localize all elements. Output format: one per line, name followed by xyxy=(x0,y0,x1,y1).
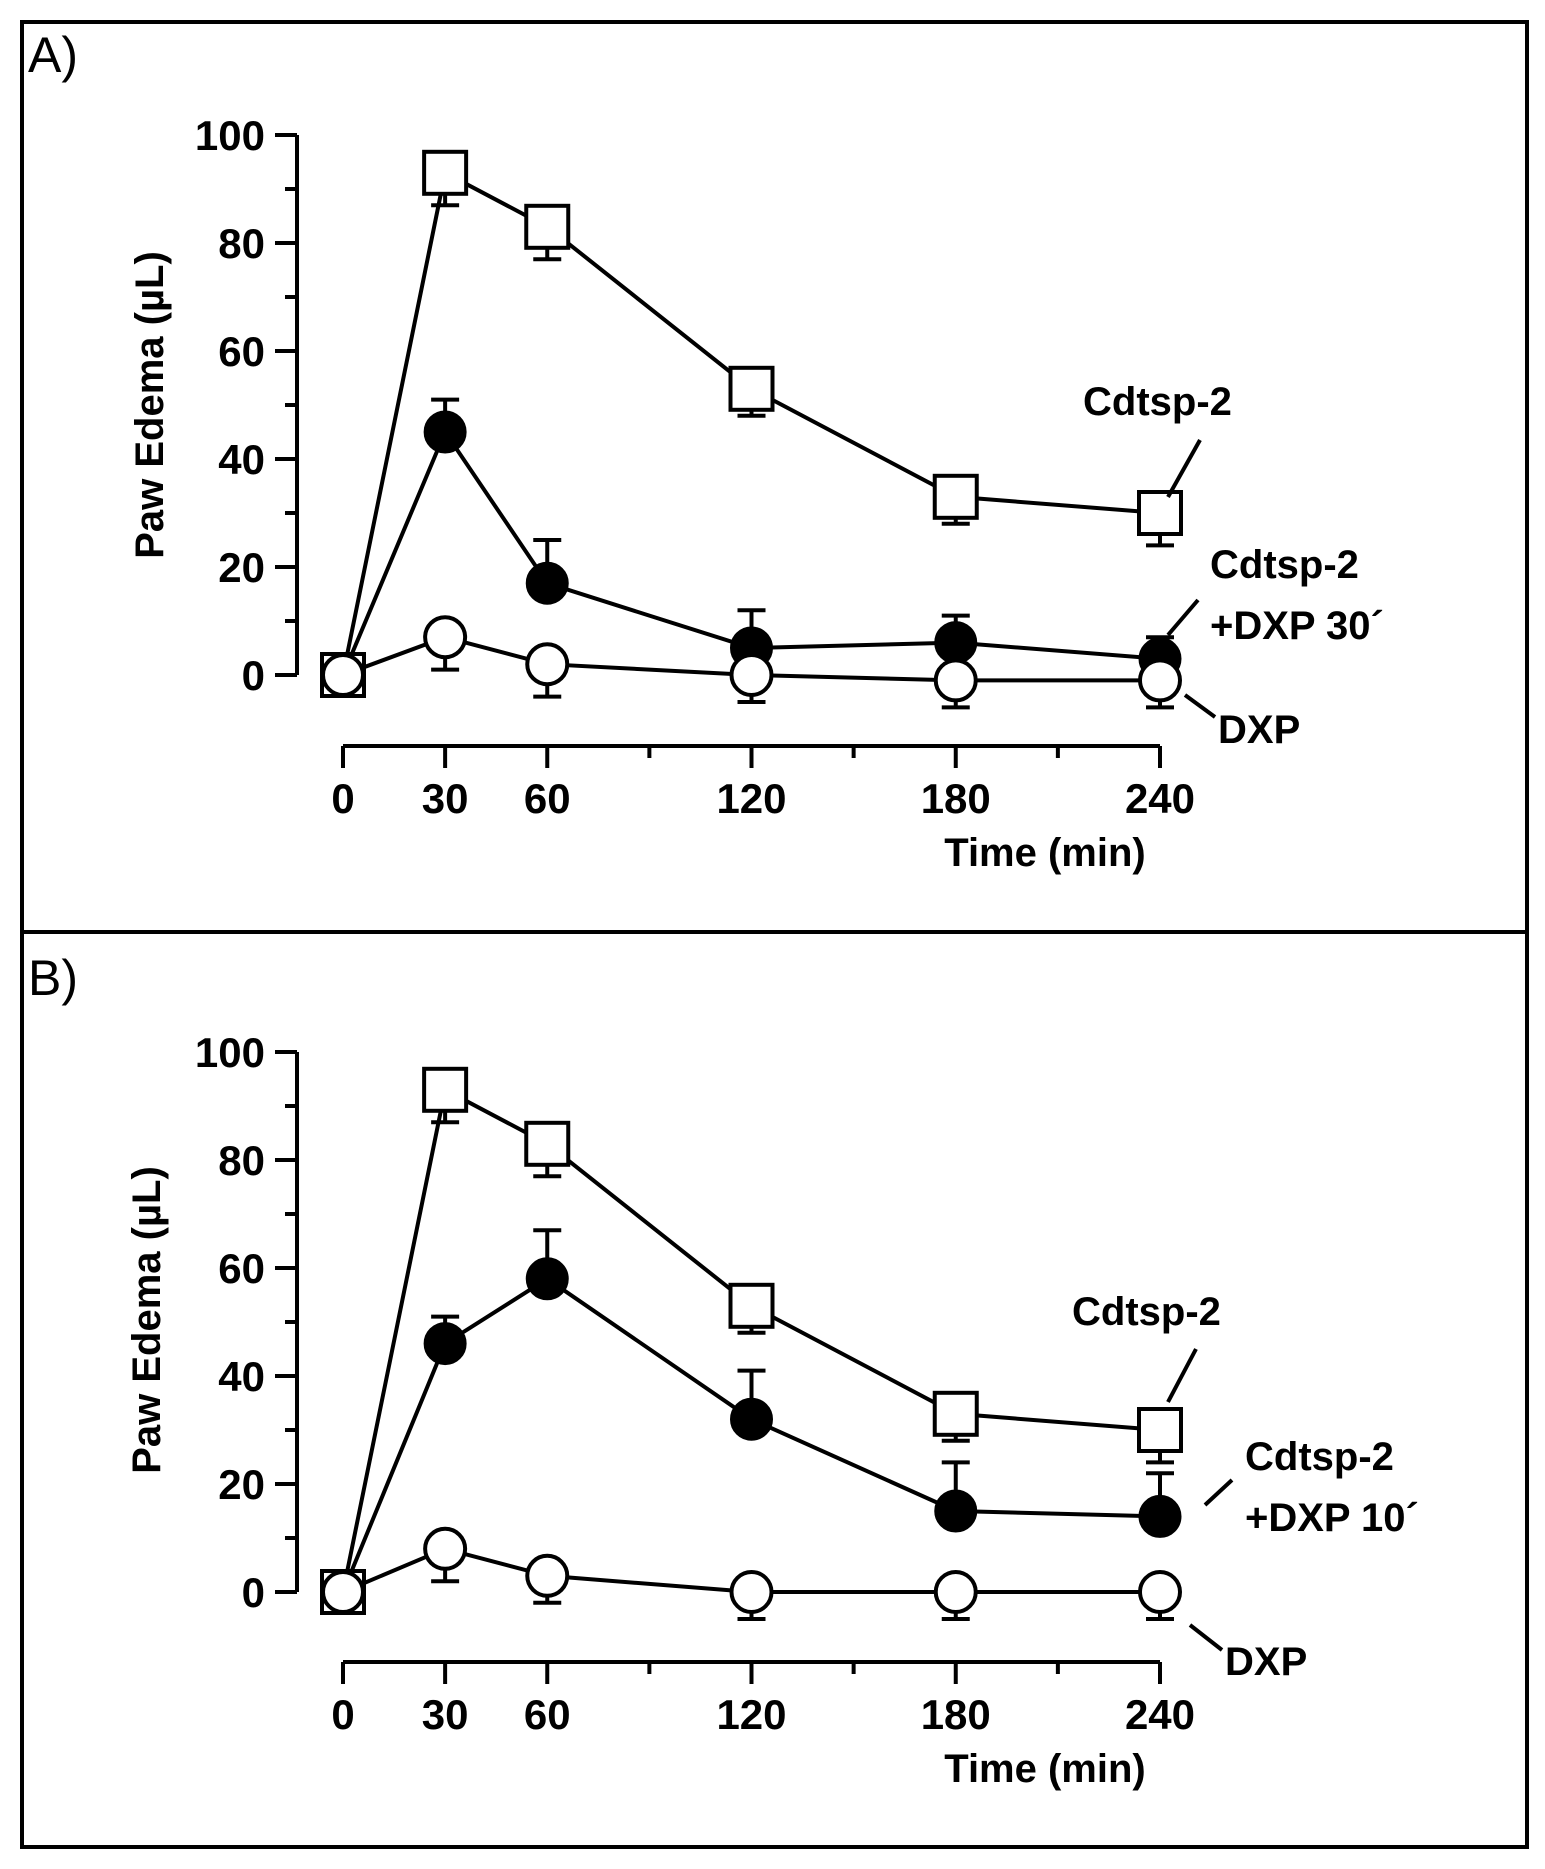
panel-b-x-axis-title: Time (min) xyxy=(944,1747,1146,1791)
panel-b: B) Paw Edema (µL) Time (min) 0 20 40 60 80 10… xyxy=(20,930,1529,1849)
panel-b-series-line-2 xyxy=(341,1276,1161,1593)
panel-b-point-open-circle xyxy=(1138,1570,1182,1614)
panel-a-point-open-circle xyxy=(423,615,468,660)
panel-b-y-tick-label: 100 xyxy=(195,1029,265,1076)
panel-a-y-tick-label: 100 xyxy=(195,112,265,159)
panel-b-point-open-circle xyxy=(321,1570,365,1614)
panel-b-point-filled-circle xyxy=(934,1489,978,1533)
panel-a-x-tick-label: 240 xyxy=(1125,775,1195,822)
panel-a-y-tick-label: 40 xyxy=(218,436,265,483)
panel-b-point-open-circle xyxy=(525,1553,570,1598)
panel-a-series-label-1: Cdtsp-2 xyxy=(1083,380,1232,424)
panel-a-point-square xyxy=(932,473,979,520)
panel-a-x-tick-label: 30 xyxy=(422,775,469,822)
panel-a-leader-line-1 xyxy=(1166,439,1202,498)
panel-b-point-filled-circle xyxy=(730,1397,773,1441)
panel-a-y-tick-label: 0 xyxy=(242,652,265,699)
panel-a-point-square xyxy=(1137,490,1183,536)
panel-b-leader-line-1 xyxy=(1166,1348,1198,1403)
panel-a-x-tick-label: 120 xyxy=(716,775,786,822)
panel-b-plot: 0 20 40 60 80 100 0 30 60 120 180 240 Cdtsp-2 Cdtsp-2… xyxy=(195,1029,1419,1738)
panel-b-y-tick-label: 80 xyxy=(218,1137,265,1184)
panel-a-point-filled-circle xyxy=(934,621,978,665)
panel-b-x-tick-label: 30 xyxy=(422,1691,469,1738)
panel-a-y-tick-label: 20 xyxy=(218,544,265,591)
panel-b-x-tick-label: 120 xyxy=(716,1691,786,1738)
panel-b-series-label-2: Cdtsp-2 xyxy=(1245,1435,1394,1479)
panel-b-y-axis-title: Paw Edema (µL) xyxy=(125,1166,169,1474)
panel-b-point-square xyxy=(422,1066,469,1113)
panel-a-series-line-2 xyxy=(341,427,1161,676)
panel-b-point-open-circle xyxy=(729,1570,774,1614)
panel-a-point-square xyxy=(728,365,775,412)
panel-b-point-filled-circle xyxy=(1138,1494,1182,1538)
panel-a-x-tick-label: 180 xyxy=(921,775,991,822)
panel-a-point-square xyxy=(524,203,571,250)
panel-b-series-label-1: Cdtsp-2 xyxy=(1072,1290,1221,1334)
panel-b-x-tick-label: 240 xyxy=(1125,1691,1195,1738)
panel-a-point-square xyxy=(422,149,469,196)
panel-a-y-tick-label: 80 xyxy=(218,220,265,267)
panel-b-y-tick-label: 0 xyxy=(242,1569,265,1616)
panel-b-y-tick-label: 40 xyxy=(218,1353,265,1400)
panel-a: A) Paw Edema (µL) Time (min) 0 20 40 60 80 10… xyxy=(20,20,1529,934)
panel-a-leader-line-2 xyxy=(1166,598,1200,637)
panel-b-point-open-circle xyxy=(933,1570,978,1614)
panel-a-point-filled-circle xyxy=(525,561,569,605)
panel-b-label: B) xyxy=(28,950,78,1006)
panel-a-point-open-circle xyxy=(933,658,978,703)
panel-a-label: A) xyxy=(28,27,78,83)
panel-a-point-open-circle xyxy=(525,642,570,687)
panel-a-y-axis-title: Paw Edema (µL) xyxy=(128,251,172,559)
panel-b-point-open-circle xyxy=(423,1526,468,1571)
panel-b-point-square xyxy=(524,1120,571,1167)
panel-a-point-open-circle xyxy=(729,653,774,697)
panel-b-frame xyxy=(20,930,1529,1849)
panel-a-point-open-circle xyxy=(321,653,365,697)
panel-a-x-axis-title: Time (min) xyxy=(944,831,1146,875)
panel-a-point-open-circle xyxy=(1138,658,1182,703)
panel-b-leader-line-2 xyxy=(1203,1478,1234,1507)
panel-b-series-label-2-line2: +DXP 10´ xyxy=(1245,1496,1419,1540)
panel-b-point-square xyxy=(728,1282,775,1329)
panel-b-y-tick-label: 20 xyxy=(218,1461,265,1508)
panel-b-series-label-3: DXP xyxy=(1225,1640,1307,1684)
panel-b-point-square xyxy=(932,1390,979,1437)
panel-a-x-tick-label: 0 xyxy=(331,775,354,822)
panel-b-series-line-1 xyxy=(341,1086,1161,1593)
panel-a-series-label-2-line2: +DXP 30´ xyxy=(1210,604,1384,648)
panel-b-x-tick-label: 60 xyxy=(524,1691,571,1738)
panel-a-leader-line-3 xyxy=(1183,693,1217,719)
panel-a-series-line-1 xyxy=(341,169,1161,676)
panel-b-point-square xyxy=(1137,1407,1183,1453)
panel-b-x-tick-label: 0 xyxy=(331,1691,354,1738)
panel-b-point-filled-circle xyxy=(423,1322,467,1366)
panel-a-point-filled-circle xyxy=(423,410,467,454)
panel-a-series-label-2: Cdtsp-2 xyxy=(1210,543,1359,587)
panel-b-y-tick-label: 60 xyxy=(218,1245,265,1292)
panel-b-leader-line-3 xyxy=(1188,1623,1224,1652)
panel-b-point-filled-circle xyxy=(525,1257,569,1301)
panel-a-y-tick-label: 60 xyxy=(218,328,265,375)
panel-a-plot: 0 20 40 60 80 100 0 30 60 120 180 240 Cdtsp-2 Cdtsp-2… xyxy=(195,112,1384,822)
panel-b-x-tick-label: 180 xyxy=(921,1691,991,1738)
panel-a-x-tick-label: 60 xyxy=(524,775,571,822)
panel-a-series-label-3: DXP xyxy=(1218,708,1300,752)
